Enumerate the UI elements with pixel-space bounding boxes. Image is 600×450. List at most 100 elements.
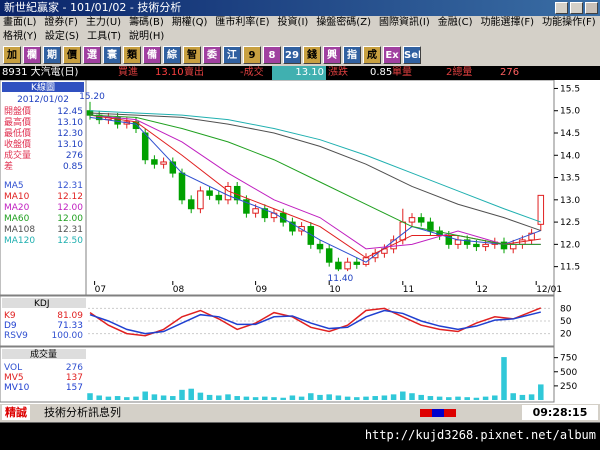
toolbar-button[interactable]: 類 — [123, 46, 141, 64]
toolbar-button[interactable]: 委 — [203, 46, 221, 64]
volume-bar — [326, 394, 332, 400]
candle-body — [169, 161, 177, 174]
toolbar-button[interactable]: 價 — [63, 46, 81, 64]
window-title: 新世紀贏家 - 101/01/02 - 技術分析 — [4, 1, 182, 14]
candle-body — [482, 243, 489, 248]
menu-item[interactable]: 畫面(L) — [3, 17, 37, 28]
x-tick-label: 09 — [256, 285, 268, 295]
volume-bar — [179, 389, 185, 400]
toolbar-button[interactable]: 綜 — [163, 46, 181, 64]
candle-body — [344, 261, 351, 270]
candle-body — [463, 239, 471, 245]
menu-item[interactable]: 說明(H) — [129, 31, 165, 42]
toolbar-button[interactable]: 寰 — [103, 46, 121, 64]
y-tick-label: 11.5 — [560, 263, 580, 273]
last: 13.10 — [272, 66, 326, 80]
menu-item[interactable]: 匯市利率(E) — [215, 17, 270, 28]
menu-item[interactable]: 工具(T) — [87, 31, 121, 42]
close-button[interactable] — [585, 2, 598, 14]
menu-item[interactable]: 主力(U) — [85, 17, 122, 28]
ma-value: 12.50 — [57, 236, 83, 246]
menu-item[interactable]: 金融(C) — [437, 17, 473, 28]
toolbar-button[interactable]: 選 — [83, 46, 101, 64]
volume-bar — [280, 397, 286, 400]
volume-bar — [105, 396, 112, 400]
volume-bar — [133, 396, 139, 400]
minimize-button[interactable] — [555, 2, 568, 14]
volume-bar — [381, 395, 388, 400]
menu-item[interactable]: 設定(S) — [44, 31, 80, 42]
toolbar-button[interactable]: 江 — [223, 46, 241, 64]
menu-item[interactable]: 功能操作(F) — [542, 17, 596, 28]
volume-bar — [354, 397, 360, 400]
menu-item[interactable]: 格視(Y) — [3, 31, 37, 42]
volume-bar — [197, 392, 204, 400]
toolbar-button[interactable]: 錢 — [303, 46, 321, 64]
menu-bar: 畫面(L) 證券(F) 主力(U) 籌碼(B) 期權(Q) 匯市利率(E) 投資(I) 操盤密… — [0, 16, 600, 30]
toolbar-button[interactable]: 成 — [363, 46, 381, 64]
candle-body — [417, 217, 425, 223]
toolbar-button[interactable]: Ex — [383, 46, 401, 64]
toolbar-button[interactable]: 29 — [283, 46, 301, 64]
toolbar-button[interactable]: Sel — [403, 46, 421, 64]
menu-item[interactable]: 功能選擇(F) — [480, 17, 535, 28]
legend-label: MV5 — [4, 373, 24, 383]
side-value: 12.30 — [57, 129, 83, 139]
candle-body — [151, 159, 158, 165]
toolbar-button[interactable]: 加 — [3, 46, 21, 64]
x-tick-label: 08 — [173, 285, 185, 295]
side-value: 13.10 — [57, 118, 83, 128]
x-tick-label: 12 — [476, 285, 487, 295]
menu-item[interactable]: 國際資訊(I) — [378, 17, 430, 28]
ma-value: 12.31 — [57, 181, 83, 191]
volume-bar — [206, 394, 213, 400]
candle-body — [473, 243, 480, 248]
legend-label: MV10 — [4, 383, 30, 393]
bid: 13.10 — [155, 67, 184, 78]
candle-body — [197, 190, 204, 210]
side-panel — [0, 80, 87, 296]
toolbar-button[interactable]: 智 — [183, 46, 201, 64]
volume-bar — [492, 395, 498, 400]
candle-body — [408, 217, 416, 223]
menu-item[interactable]: 投資(I) — [277, 17, 309, 28]
candle-body — [353, 261, 361, 265]
ma-value: 12.31 — [57, 225, 83, 235]
total: 276 — [500, 67, 520, 78]
candle-body — [243, 199, 250, 214]
toolbar-button[interactable]: 8 — [263, 46, 281, 64]
clock: 09:28:15 — [522, 405, 598, 420]
toolbar-button[interactable]: 期 — [43, 46, 61, 64]
side-label: 成交量 — [4, 149, 31, 161]
side-label: 差 — [4, 160, 13, 172]
toolbar-button[interactable]: 欄 — [23, 46, 41, 64]
toolbar-button[interactable]: 興 — [323, 46, 341, 64]
y-tick-label: 250 — [560, 382, 577, 392]
volume-bar — [473, 397, 480, 400]
y-tick-label: 50 — [560, 317, 572, 327]
volume-bar — [446, 397, 452, 400]
menu-item[interactable]: 證券(F) — [44, 17, 78, 28]
volume-bar — [528, 394, 535, 400]
volume-bar — [510, 393, 516, 400]
brand: 精誠 — [2, 405, 30, 420]
candle-body — [307, 226, 315, 245]
volume-bar — [372, 396, 378, 400]
legend-value: 137 — [66, 373, 83, 383]
toolbar-button[interactable]: 指 — [343, 46, 361, 64]
toolbar-button[interactable]: 9 — [243, 46, 261, 64]
menu-item[interactable]: 操盤密碼(Z) — [316, 17, 371, 28]
title-bar: 新世紀贏家 - 101/01/02 - 技術分析 — [0, 0, 600, 16]
menu-item[interactable]: 期權(Q) — [171, 17, 208, 28]
maximize-button[interactable] — [570, 2, 583, 14]
volume-bar — [436, 396, 443, 400]
volume-bar — [464, 397, 470, 400]
symbol: 8931 大汽電(日) — [2, 67, 79, 78]
volume-bar — [400, 391, 406, 400]
side-value: 276 — [66, 151, 83, 161]
y-tick-label: 15.0 — [560, 107, 580, 117]
menu-item[interactable]: 籌碼(B) — [129, 17, 164, 28]
toolbar-button[interactable]: 備 — [143, 46, 161, 64]
volume-bar — [455, 396, 461, 400]
